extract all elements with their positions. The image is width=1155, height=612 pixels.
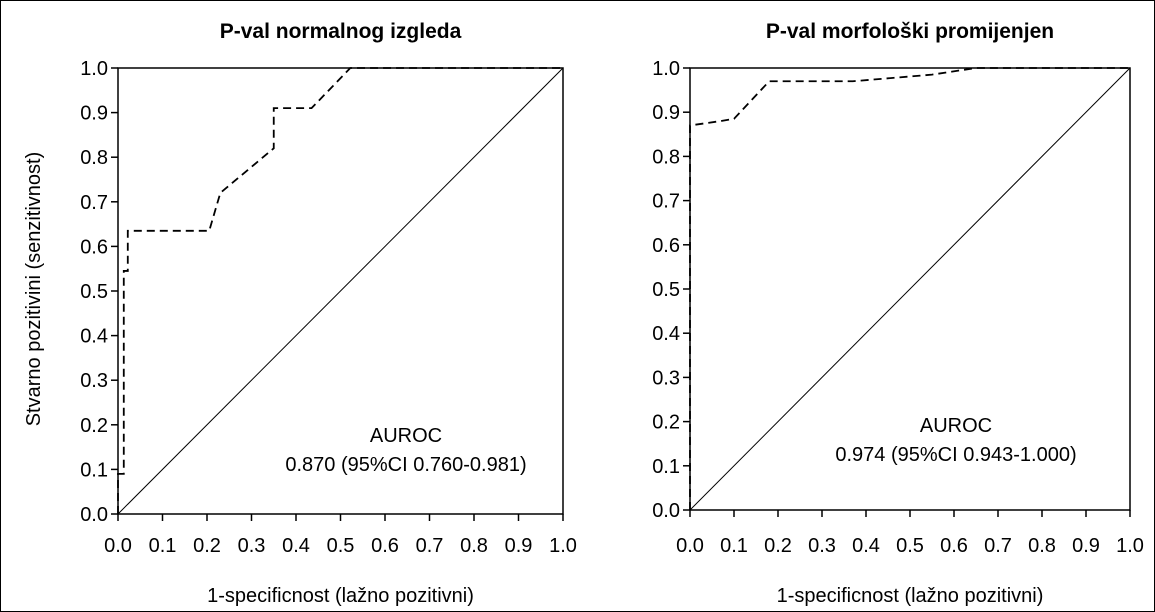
x-tick-label: 0.3	[238, 535, 266, 557]
x-tick-label: 0.6	[940, 535, 968, 557]
y-tick-label: 0.8	[80, 147, 108, 169]
x-tick-label: 0.5	[327, 535, 355, 557]
y-axis-label: Stvarno pozitivini (senzitivnost)	[23, 152, 45, 427]
x-tick-label: 0.5	[896, 535, 924, 557]
auroc-value: 0.974 (95%CI 0.943-1.000)	[835, 444, 1076, 466]
x-axis-label: 1-specificnost (lažno pozitivni)	[777, 585, 1044, 607]
y-tick-label: 0.3	[652, 367, 680, 389]
y-tick-label: 0.0	[80, 504, 108, 526]
y-tick-label: 0.0	[652, 500, 680, 522]
x-tick-label: 0.0	[104, 535, 132, 557]
chart-title: P-val morfološki promijenjen	[766, 20, 1054, 43]
x-tick-label: 0.9	[1072, 535, 1100, 557]
y-tick-label: 0.6	[652, 235, 680, 257]
y-tick-label: 0.6	[80, 236, 108, 258]
roc-curve-line	[689, 67, 1130, 510]
reference-diagonal-line	[689, 67, 1131, 511]
x-tick-label: 0.2	[764, 535, 792, 557]
x-tick-label: 0.4	[852, 535, 880, 557]
auroc-label: AUROC	[370, 425, 442, 447]
chart-panel-1: P-val normalnog izgleda 0.0 0.1 0.2 0.3 0.4 0.…	[23, 20, 577, 607]
x-tick-label: 1.0	[549, 535, 577, 557]
x-tick-label: 0.9	[505, 535, 533, 557]
x-axis-label: 1-specificnost (lažno pozitivni)	[207, 585, 474, 607]
y-tick-label: 0.3	[80, 370, 108, 392]
y-tick-label: 0.1	[80, 459, 108, 481]
x-tick-label: 0.4	[282, 535, 310, 557]
x-tick-label: 0.8	[1028, 535, 1056, 557]
chart-panel-2: P-val morfološki promijenjen 0.0 0.1 0.2 0.3…	[652, 20, 1144, 607]
y-tick-label: 0.2	[652, 412, 680, 434]
y-tick-label: 1.0	[652, 58, 680, 80]
x-tick-label: 0.7	[984, 535, 1012, 557]
y-tick-label: 0.4	[652, 323, 680, 345]
reference-diagonal-line	[117, 67, 564, 515]
y-tick-label: 0.5	[80, 281, 108, 303]
roc-curve-line	[117, 67, 563, 514]
x-tick-label: 0.1	[720, 535, 748, 557]
x-tick-label: 1.0	[1116, 535, 1144, 557]
x-tick-label: 0.8	[460, 535, 488, 557]
y-tick-label: 0.9	[80, 103, 108, 125]
x-tick-label: 0.3	[808, 535, 836, 557]
x-tick-label: 0.0	[676, 535, 704, 557]
x-tick-label: 0.2	[193, 535, 221, 557]
auroc-label: AUROC	[920, 415, 992, 437]
y-tick-label: 1.0	[80, 58, 108, 80]
y-tick-label: 0.9	[652, 102, 680, 124]
x-tick-label: 0.7	[416, 535, 444, 557]
y-tick-label: 0.7	[652, 191, 680, 213]
y-tick-label: 0.7	[80, 192, 108, 214]
chart-title: P-val normalnog izgleda	[220, 20, 462, 43]
y-tick-label: 0.5	[652, 279, 680, 301]
y-tick-label: 0.8	[652, 146, 680, 168]
x-tick-label: 0.6	[371, 535, 399, 557]
auroc-value: 0.870 (95%CI 0.760-0.981)	[285, 454, 526, 476]
y-tick-label: 0.2	[80, 415, 108, 437]
y-tick-label: 0.4	[80, 326, 108, 348]
y-tick-label: 0.1	[652, 456, 680, 478]
x-tick-label: 0.1	[149, 535, 177, 557]
